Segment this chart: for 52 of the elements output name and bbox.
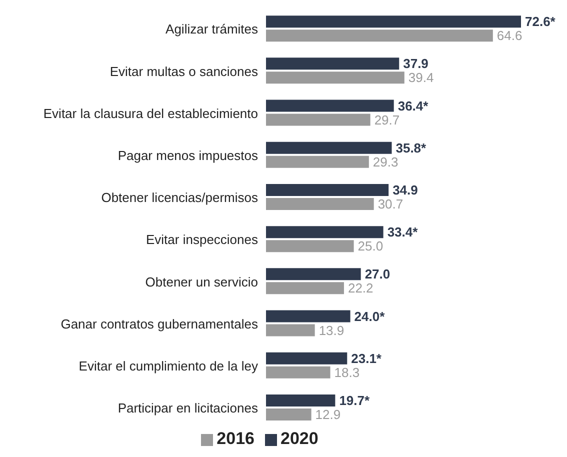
data-label: 36.4* [398, 98, 430, 114]
y-tick-label: Evitar el cumplimiento de la ley [78, 358, 258, 374]
data-label: 27.0 [364, 266, 390, 282]
data-label: 23.1* [351, 350, 382, 366]
bar [266, 408, 312, 420]
bar [266, 142, 392, 154]
bar [266, 30, 493, 42]
bar [266, 394, 336, 406]
bar [266, 58, 400, 70]
data-label: 33.4* [387, 224, 419, 240]
bar [266, 310, 350, 322]
data-label: 39.4 [408, 70, 434, 86]
bar [266, 226, 384, 238]
data-label: 25.0 [358, 238, 384, 254]
data-label: 64.6 [496, 28, 522, 44]
data-label: 35.8* [396, 140, 428, 156]
data-label: 24.0* [354, 308, 386, 324]
bar [266, 282, 344, 294]
data-label: 12.9 [315, 406, 341, 422]
y-tick-label: Evitar inspecciones [146, 232, 258, 248]
y-tick-label: Obtener licencias/permisos [101, 190, 258, 206]
y-tick-label: Pagar menos impuestos [118, 148, 258, 163]
bar [266, 100, 394, 112]
bar [266, 156, 369, 168]
bar [266, 184, 389, 196]
legend-label: 2016 [216, 429, 254, 448]
data-label: 29.3 [372, 154, 398, 170]
bar [266, 366, 330, 378]
y-tick-label: Participar en licitaciones [118, 400, 258, 416]
bar [266, 72, 404, 84]
y-tick-label: Obtener un servicio [145, 274, 258, 290]
data-label: 22.2 [348, 280, 374, 296]
bar [266, 240, 354, 252]
bar [266, 324, 315, 336]
data-label: 29.7 [374, 112, 400, 128]
data-label: 30.7 [378, 196, 404, 212]
bar [266, 16, 521, 28]
bar [266, 198, 374, 210]
y-tick-label: Evitar multas o sanciones [110, 64, 258, 79]
y-tick-label: Evitar la clausura del establecimiento [43, 106, 258, 121]
data-label: 18.3 [334, 364, 360, 380]
legend-label: 2020 [280, 429, 318, 448]
data-label: 34.9 [392, 182, 418, 198]
y-tick-label: Agilizar trámites [166, 22, 258, 37]
data-label: 13.9 [318, 322, 344, 338]
data-label: 37.9 [403, 56, 428, 72]
data-label: 72.6* [525, 14, 556, 30]
y-tick-label: Ganar contratos gubernamentales [60, 316, 258, 332]
bar [266, 268, 361, 280]
data-label: 19.7* [339, 392, 370, 408]
bar [266, 114, 370, 126]
bar [266, 352, 348, 364]
